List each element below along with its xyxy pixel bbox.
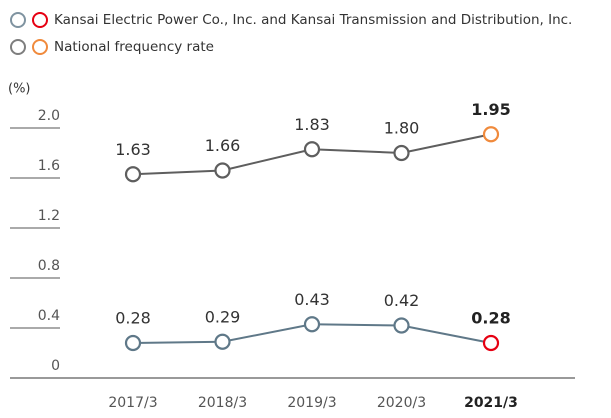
x-tick-label: 2018/3 bbox=[198, 395, 247, 411]
data-point bbox=[482, 334, 500, 352]
data-label: 0.43 bbox=[294, 290, 330, 309]
data-point bbox=[303, 141, 321, 158]
y-tick-label: 0.8 bbox=[38, 258, 60, 274]
data-point bbox=[214, 333, 231, 350]
data-label: 1.83 bbox=[294, 115, 330, 134]
y-tick-label: 1.2 bbox=[38, 208, 60, 224]
x-tick-label: 2017/3 bbox=[108, 395, 157, 411]
data-point bbox=[393, 144, 410, 162]
data-label: 0.28 bbox=[471, 309, 510, 328]
data-point bbox=[124, 166, 142, 183]
data-point bbox=[482, 126, 500, 143]
x-tick-label: 2019/3 bbox=[287, 395, 336, 411]
legend-marker bbox=[32, 12, 48, 28]
data-point bbox=[393, 317, 410, 334]
x-tick-label: 2020/3 bbox=[377, 395, 426, 411]
y-unit: (%) bbox=[8, 82, 31, 97]
data-label: 1.63 bbox=[115, 140, 151, 159]
y-tick-label: 2.0 bbox=[38, 108, 60, 124]
legend-label: National frequency rate bbox=[54, 39, 214, 55]
legend-marker bbox=[10, 12, 26, 28]
x-tick-label: 2021/3 bbox=[464, 395, 518, 411]
data-point bbox=[303, 316, 321, 333]
data-point bbox=[124, 334, 142, 352]
data-label: 0.42 bbox=[384, 291, 420, 310]
legend-label: Kansai Electric Power Co., Inc. and Kans… bbox=[54, 12, 572, 28]
data-label: 1.95 bbox=[471, 100, 510, 119]
data-label: 1.80 bbox=[384, 119, 420, 138]
y-tick-label: 0.4 bbox=[38, 308, 60, 324]
data-label: 0.29 bbox=[205, 307, 241, 326]
data-point bbox=[214, 162, 231, 179]
legend-marker bbox=[10, 39, 26, 55]
data-label: 1.66 bbox=[205, 136, 241, 155]
legend-marker bbox=[32, 39, 48, 55]
y-tick-label: 0 bbox=[51, 358, 60, 374]
y-tick-label: 1.6 bbox=[38, 158, 60, 174]
data-label: 0.28 bbox=[115, 309, 151, 328]
